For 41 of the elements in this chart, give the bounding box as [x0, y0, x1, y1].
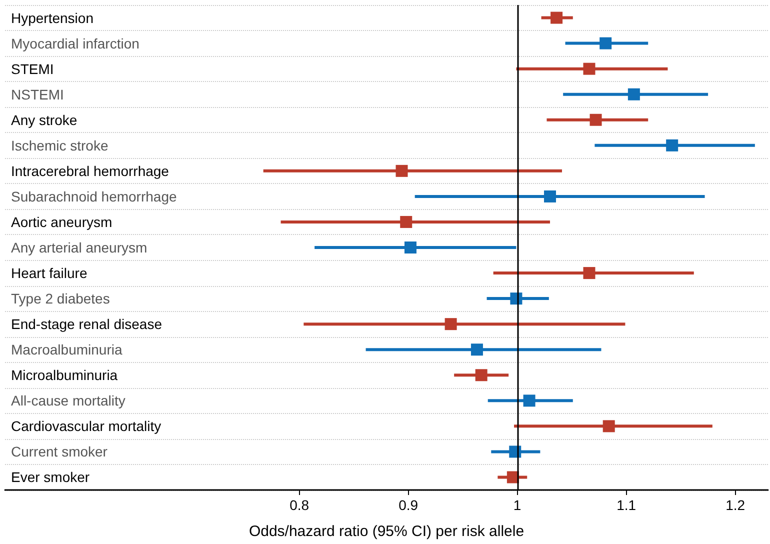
point	[470, 344, 483, 356]
y-tick-label: Microalbuminuria	[11, 367, 118, 384]
y-tick-label: Macroalbuminuria	[11, 342, 122, 358]
point	[628, 88, 640, 100]
y-tick-label: Aortic aneurysm	[11, 214, 112, 230]
y-tick-label: Subarachnoid hemorrhage	[11, 188, 177, 204]
point	[523, 394, 536, 407]
point	[396, 164, 408, 177]
y-tick-label: Current smoker	[11, 444, 108, 460]
x-tick-label: 1	[513, 497, 522, 513]
y-tick-label: Heart failure	[11, 265, 88, 282]
point	[600, 37, 612, 50]
point	[590, 114, 602, 126]
x-tick-label: 0.8	[290, 497, 310, 513]
y-tick-label: Any arterial aneurysm	[11, 240, 148, 256]
y-tick-label: Intracerebral hemorrhage	[11, 162, 170, 179]
y-tick-label: Ever smoker	[11, 469, 90, 486]
point	[544, 190, 556, 202]
y-tick-label: Myocardial infarction	[11, 35, 140, 52]
x-tick-label: 1.2	[726, 497, 746, 513]
x-tick-label: 1.1	[616, 497, 636, 513]
point	[666, 139, 678, 152]
point	[400, 216, 412, 228]
point	[602, 420, 615, 432]
point	[404, 242, 416, 254]
point	[583, 62, 596, 75]
point	[444, 318, 457, 330]
y-tick-label: NSTEMI	[11, 86, 64, 102]
y-tick-label: Ischemic stroke	[11, 137, 108, 154]
y-tick-label: Cardiovascular mortality	[11, 418, 162, 434]
y-tick-label: Hypertension	[11, 10, 94, 26]
point	[475, 369, 488, 382]
x-axis-title: Odds/hazard ratio (95% CI) per risk allele	[248, 523, 524, 540]
y-tick-label: All-cause mortality	[11, 392, 126, 409]
point	[583, 267, 596, 280]
x-tick-label: 0.9	[398, 497, 418, 513]
y-tick-label: STEMI	[11, 60, 54, 77]
point	[550, 12, 563, 24]
y-tick-label: Type 2 diabetes	[11, 290, 110, 307]
y-tick-label: Any stroke	[11, 112, 78, 128]
y-tick-label: End-stage renal disease	[11, 316, 162, 332]
